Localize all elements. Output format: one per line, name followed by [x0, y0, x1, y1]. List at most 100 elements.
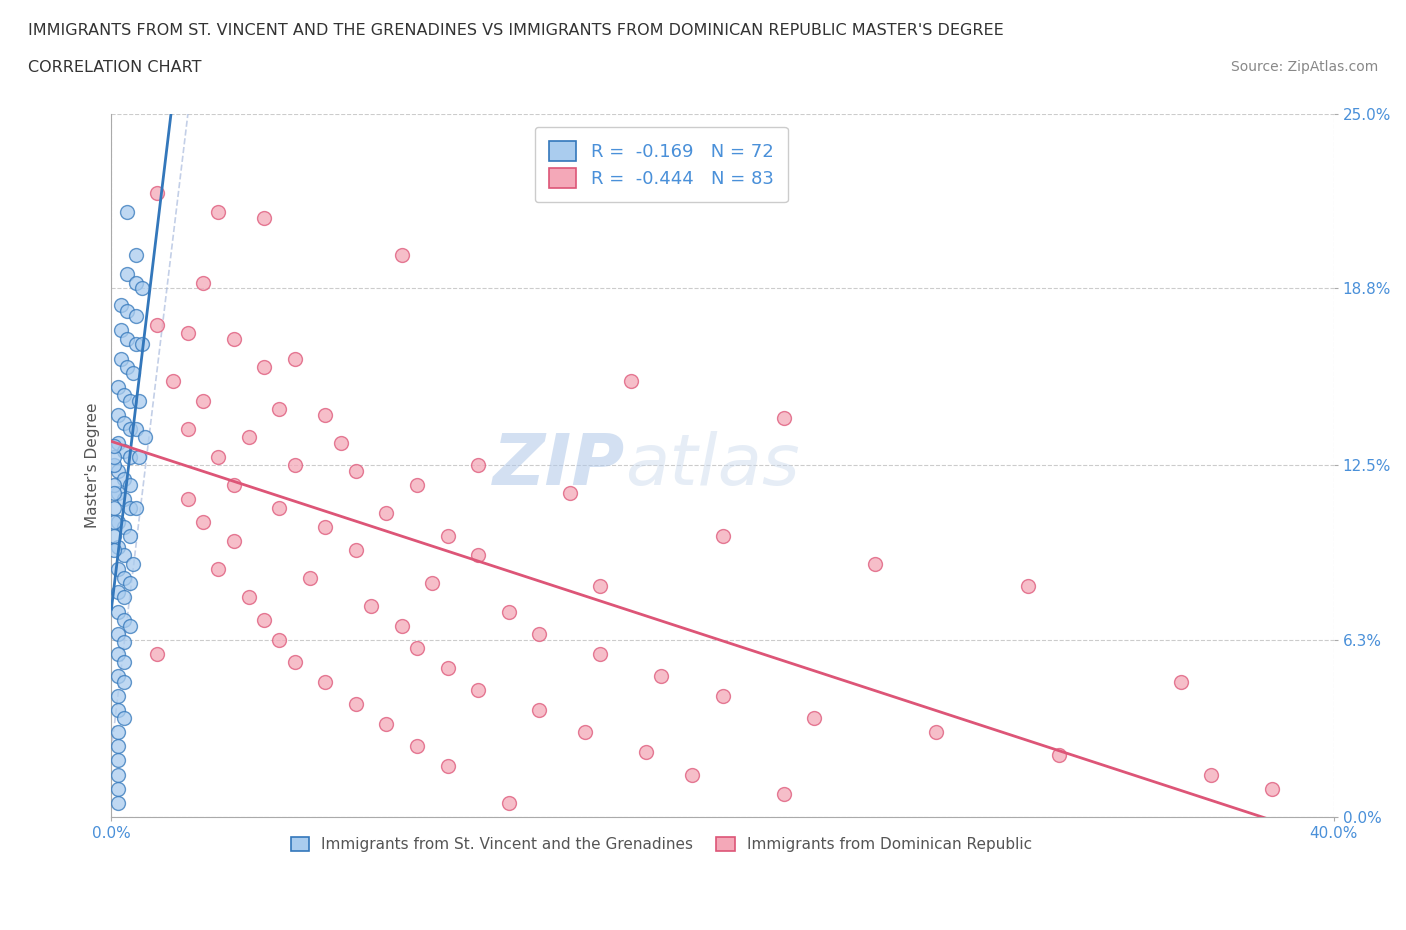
Point: [107, 627, 129, 642]
Legend: Immigrants from St. Vincent and the Grenadines, Immigrants from Dominican Republ: Immigrants from St. Vincent and the Gren…: [284, 831, 1038, 858]
Point: [191, 275, 214, 290]
Text: IMMIGRANTS FROM ST. VINCENT AND THE GRENADINES VS IMMIGRANTS FROM DOMINICAN REPU: IMMIGRANTS FROM ST. VINCENT AND THE GREN…: [28, 23, 1004, 38]
Point: [112, 472, 135, 486]
Point: [103, 458, 125, 472]
Point: [1047, 748, 1070, 763]
Point: [112, 444, 135, 458]
Point: [406, 478, 429, 493]
Point: [103, 486, 125, 501]
Point: [222, 331, 245, 346]
Point: [110, 298, 132, 312]
Point: [636, 745, 658, 760]
Point: [112, 492, 135, 507]
Point: [467, 683, 489, 698]
Point: [112, 674, 135, 689]
Point: [107, 604, 129, 619]
Point: [436, 660, 458, 675]
Point: [284, 458, 307, 472]
Point: [110, 352, 132, 366]
Point: [118, 500, 141, 515]
Point: [118, 478, 141, 493]
Point: [146, 646, 169, 661]
Point: [103, 478, 125, 493]
Point: [360, 599, 382, 614]
Point: [207, 449, 229, 464]
Point: [298, 570, 321, 585]
Point: [620, 374, 643, 389]
Point: [107, 781, 129, 796]
Point: [125, 421, 148, 436]
Point: [344, 542, 367, 557]
Point: [107, 562, 129, 577]
Point: [107, 753, 129, 768]
Point: [112, 570, 135, 585]
Point: [128, 393, 150, 408]
Point: [269, 632, 291, 647]
Point: [112, 655, 135, 670]
Point: [467, 458, 489, 472]
Point: [125, 275, 148, 290]
Point: [391, 618, 413, 633]
Point: [527, 627, 550, 642]
Point: [253, 613, 276, 628]
Point: [112, 590, 135, 604]
Point: [238, 430, 260, 445]
Point: [238, 590, 260, 604]
Point: [125, 337, 148, 352]
Point: [112, 613, 135, 628]
Point: [284, 352, 307, 366]
Point: [527, 702, 550, 717]
Point: [107, 435, 129, 450]
Point: [391, 247, 413, 262]
Point: [375, 506, 398, 521]
Point: [558, 486, 581, 501]
Point: [191, 514, 214, 529]
Point: [772, 410, 794, 425]
Point: [406, 641, 429, 656]
Point: [589, 578, 612, 593]
Point: [222, 478, 245, 493]
Point: [344, 697, 367, 711]
Point: [406, 739, 429, 754]
Point: [103, 542, 125, 557]
Point: [284, 655, 307, 670]
Point: [125, 309, 148, 324]
Point: [118, 449, 141, 464]
Point: [436, 528, 458, 543]
Point: [344, 463, 367, 478]
Point: [107, 486, 129, 501]
Point: [103, 449, 125, 464]
Point: [107, 688, 129, 703]
Point: [269, 500, 291, 515]
Point: [131, 281, 153, 296]
Point: [107, 539, 129, 554]
Point: [107, 725, 129, 740]
Point: [711, 688, 734, 703]
Point: [115, 331, 138, 346]
Point: [125, 247, 148, 262]
Point: [650, 669, 672, 684]
Point: [574, 725, 596, 740]
Point: [925, 725, 948, 740]
Point: [191, 393, 214, 408]
Point: [329, 435, 352, 450]
Point: [118, 618, 141, 633]
Point: [107, 795, 129, 810]
Point: [498, 795, 520, 810]
Point: [103, 528, 125, 543]
Point: [253, 360, 276, 375]
Y-axis label: Master's Degree: Master's Degree: [86, 403, 100, 528]
Point: [1201, 767, 1223, 782]
Point: [1017, 578, 1039, 593]
Point: [146, 185, 169, 200]
Point: [118, 528, 141, 543]
Point: [436, 759, 458, 774]
Point: [131, 337, 153, 352]
Point: [115, 303, 138, 318]
Point: [467, 548, 489, 563]
Point: [107, 463, 129, 478]
Point: [121, 556, 143, 571]
Point: [107, 739, 129, 754]
Point: [177, 421, 200, 436]
Point: [103, 514, 125, 529]
